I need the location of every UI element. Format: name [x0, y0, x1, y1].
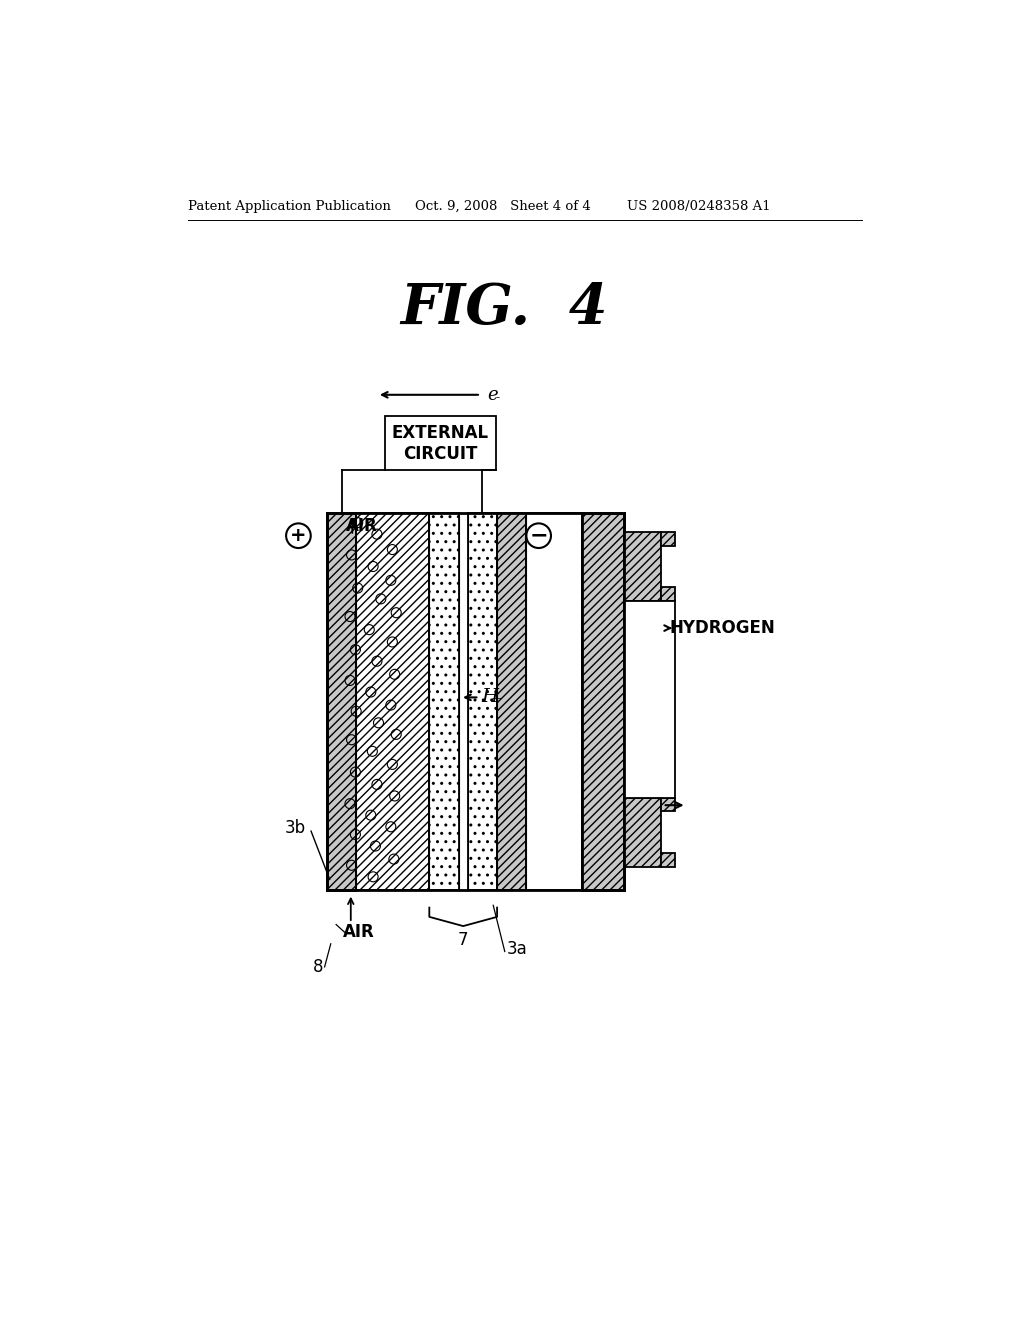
Text: AIR: AIR — [343, 923, 375, 941]
Text: Oct. 9, 2008   Sheet 4 of 4: Oct. 9, 2008 Sheet 4 of 4 — [416, 199, 591, 213]
Bar — [662, 532, 675, 545]
Bar — [526, 512, 582, 890]
Text: Patent Application Publication: Patent Application Publication — [188, 199, 391, 213]
Bar — [497, 512, 526, 890]
Text: HYDROGEN: HYDROGEN — [670, 619, 775, 638]
Bar — [327, 512, 356, 890]
Text: 3a: 3a — [506, 940, 527, 958]
Text: H: H — [481, 689, 498, 706]
Bar — [385, 416, 497, 470]
Bar — [429, 512, 459, 890]
Bar — [468, 512, 497, 890]
Text: +: + — [290, 527, 306, 545]
Bar — [625, 532, 662, 601]
Text: 3b: 3b — [285, 820, 306, 837]
Bar — [356, 512, 429, 890]
Bar — [582, 512, 625, 890]
Text: US 2008/0248358 A1: US 2008/0248358 A1 — [628, 199, 771, 213]
Text: AIR: AIR — [346, 517, 378, 536]
Bar — [459, 512, 468, 890]
Text: −: − — [529, 525, 548, 545]
Text: e: e — [487, 385, 498, 404]
Bar — [662, 853, 675, 867]
Bar — [625, 601, 675, 797]
Bar — [662, 587, 675, 601]
Text: EXTERNAL
CIRCUIT: EXTERNAL CIRCUIT — [392, 424, 489, 463]
Text: -: - — [496, 391, 500, 404]
Text: +: + — [490, 692, 502, 706]
Bar — [625, 797, 662, 867]
Bar — [662, 797, 675, 812]
Text: 7: 7 — [458, 931, 468, 949]
Text: 8: 8 — [313, 958, 324, 975]
Text: FIG.  4: FIG. 4 — [400, 281, 607, 337]
